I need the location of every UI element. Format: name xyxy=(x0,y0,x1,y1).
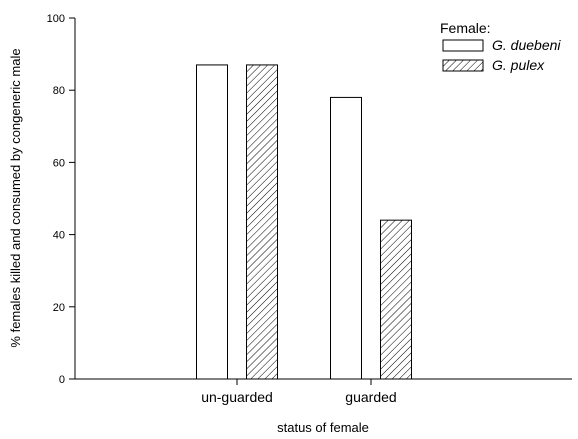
y-axis-title: % females killed and consumed by congene… xyxy=(8,48,23,347)
legend-swatch-g-duebeni xyxy=(442,39,484,52)
y-tick-label: 0 xyxy=(59,374,65,386)
bars xyxy=(196,64,412,380)
legend: Female: G. duebeni G. pulex xyxy=(440,20,561,73)
legend-title: Female: xyxy=(440,20,491,36)
bar-g-pulex-un-guarded xyxy=(246,64,278,380)
x-category-label: guarded xyxy=(345,389,396,405)
y-axis: 0 20 40 60 80 100 xyxy=(47,13,76,386)
x-axis: un-guarded guarded xyxy=(75,378,572,405)
bar-g-pulex-guarded xyxy=(380,219,412,380)
y-tick-label: 100 xyxy=(47,13,65,25)
bar-g-duebeni-guarded xyxy=(330,96,362,380)
legend-label-g-pulex: G. pulex xyxy=(492,57,545,73)
bar-g-duebeni-un-guarded xyxy=(196,64,228,380)
y-tick-label: 80 xyxy=(53,85,65,97)
y-tick-label: 60 xyxy=(53,157,65,169)
x-category-label: un-guarded xyxy=(201,389,273,405)
y-tick-label: 40 xyxy=(53,230,65,242)
x-axis-title: status of female xyxy=(277,420,369,435)
legend-swatch-g-pulex xyxy=(442,59,484,72)
legend-label-g-duebeni: G. duebeni xyxy=(492,37,561,53)
y-tick-label: 20 xyxy=(53,302,65,314)
